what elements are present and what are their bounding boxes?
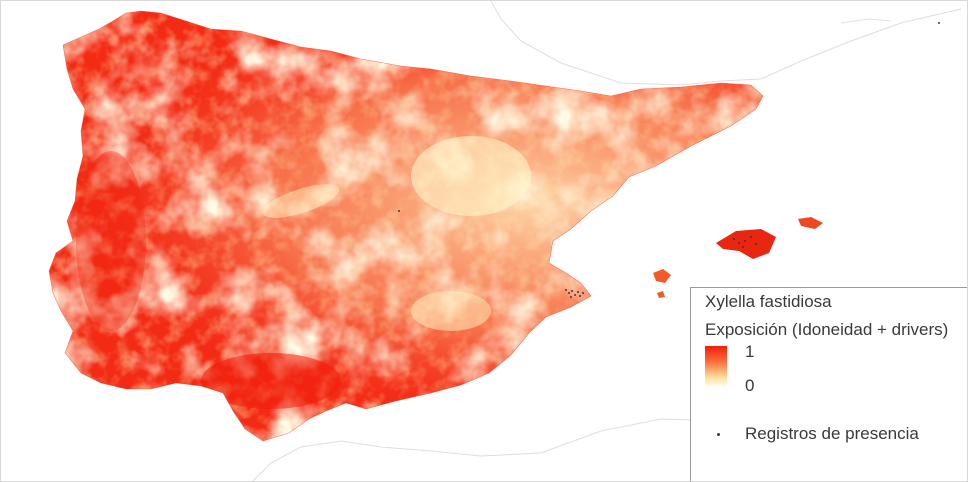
presence-marker-icon <box>717 433 720 436</box>
map-legend: Xylella fastidiosa Exposición (Idoneidad… <box>690 287 967 481</box>
france-coast <box>490 1 962 86</box>
africa-coast <box>252 412 762 481</box>
map-corner-line <box>840 18 892 24</box>
legend-species: Xylella fastidiosa <box>705 292 832 311</box>
legend-color-ramp <box>705 346 727 386</box>
legend-presence-label: Registros de presencia <box>745 424 919 443</box>
legend-max-label: 1 <box>745 342 755 361</box>
balearic-islands <box>653 217 823 298</box>
legend-min-label: 0 <box>745 376 755 395</box>
legend-variable: Exposición (Idoneidad + drivers) <box>705 320 949 339</box>
presence-records <box>398 22 940 298</box>
